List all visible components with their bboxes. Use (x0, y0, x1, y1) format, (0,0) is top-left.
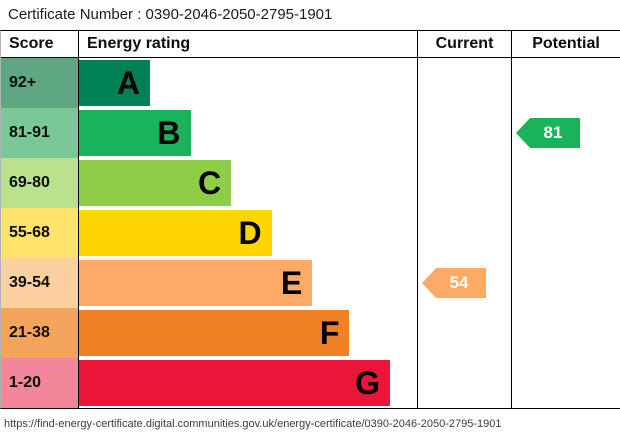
score-range-c: 69-80 (1, 158, 79, 208)
rating-bar-f: F (79, 310, 350, 356)
band-letter-e: E (280, 265, 303, 301)
score-range-f: 21-38 (1, 308, 79, 358)
rating-bar-a: A (79, 60, 150, 106)
score-range-b: 81-91 (1, 108, 79, 158)
band-letter-b: B (157, 115, 181, 151)
certificate-number: Certificate Number : 0390-2046-2050-2795… (8, 6, 333, 23)
rating-bar-c: C (79, 160, 232, 206)
band-letter-c: C (197, 165, 222, 201)
band-row-f: 21-38 F (1, 308, 620, 358)
band-row-b: 81-91 B 81 (1, 108, 620, 158)
rating-bar-g: G (79, 360, 390, 406)
certificate-url: https://find-energy-certificate.digital.… (4, 418, 502, 430)
band-letter-f: F (319, 315, 340, 351)
header-current: Current (418, 31, 512, 58)
header-potential: Potential (512, 31, 620, 58)
potential-rating-arrow: 81 (516, 118, 580, 148)
score-range-a: 92+ (1, 58, 79, 108)
score-range-e: 39-54 (1, 258, 79, 308)
band-row-e: 39-54 E 54 (1, 258, 620, 308)
band-row-c: 69-80 C (1, 158, 620, 208)
band-letter-a: A (116, 65, 140, 101)
band-row-a: 92+ A (1, 58, 620, 108)
score-range-d: 55-68 (1, 208, 79, 258)
header-energy-rating: Energy rating (79, 31, 418, 58)
rating-bar-b: B (79, 110, 191, 156)
rating-bar-d: D (79, 210, 272, 256)
band-row-g: 1-20 G (1, 358, 620, 408)
header-score: Score (1, 31, 79, 58)
band-letter-d: D (238, 215, 262, 251)
band-row-d: 55-68 D (1, 208, 620, 258)
rating-bar-e: E (79, 260, 313, 306)
current-rating-arrow: 54 (422, 268, 486, 298)
band-letter-g: G (355, 365, 380, 401)
energy-rating-chart: Score Energy rating Current Potential 92… (0, 30, 620, 409)
table-header: Score Energy rating Current Potential (1, 31, 620, 58)
score-range-g: 1-20 (1, 358, 79, 408)
